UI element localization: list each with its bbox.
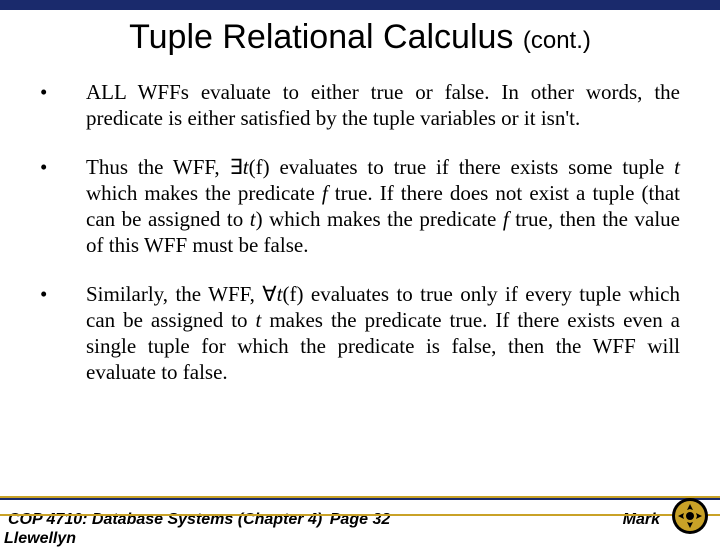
top-accent-bar	[0, 0, 720, 10]
slide-content: • ALL WFFs evaluate to either true or fa…	[0, 79, 720, 386]
footer-bar: COP 4710: Database Systems (Chapter 4) P…	[0, 500, 720, 540]
bullet-item: • Similarly, the WFF, ∀t(f) evaluates to…	[40, 281, 680, 386]
text-run: (f) evaluates to true if there exists so…	[249, 155, 675, 179]
text-run: which makes the predicate	[86, 181, 322, 205]
text-run: Similarly, the WFF, ∀	[86, 282, 277, 306]
bullet-item: • Thus the WFF, ∃ t(f) evaluates to true …	[40, 154, 680, 259]
bullet-text: Thus the WFF, ∃ t(f) evaluates to true if…	[86, 154, 680, 259]
bullet-marker: •	[40, 281, 86, 386]
title-main: Tuple Relational Calculus	[129, 18, 513, 56]
text-run: Thus the WFF, ∃	[86, 155, 243, 179]
bullet-text: Similarly, the WFF, ∀t(f) evaluates to t…	[86, 281, 680, 386]
bullet-marker: •	[40, 154, 86, 259]
bullet-marker: •	[40, 79, 86, 132]
text-italic: t	[674, 155, 680, 179]
bullet-text: ALL WFFs evaluate to either true or fals…	[86, 79, 680, 132]
footer-border-mid	[0, 514, 720, 516]
text-run: ) which makes the predicate	[256, 207, 503, 231]
slide-title: Tuple Relational Calculus (cont.)	[0, 18, 720, 57]
text-run: ALL WFFs evaluate to either true or fals…	[86, 80, 680, 130]
footer-author-partial: Llewellyn	[4, 530, 76, 548]
ucf-logo-icon	[670, 496, 710, 536]
bullet-item: • ALL WFFs evaluate to either true or fa…	[40, 79, 680, 132]
title-cont: (cont.)	[523, 27, 591, 54]
